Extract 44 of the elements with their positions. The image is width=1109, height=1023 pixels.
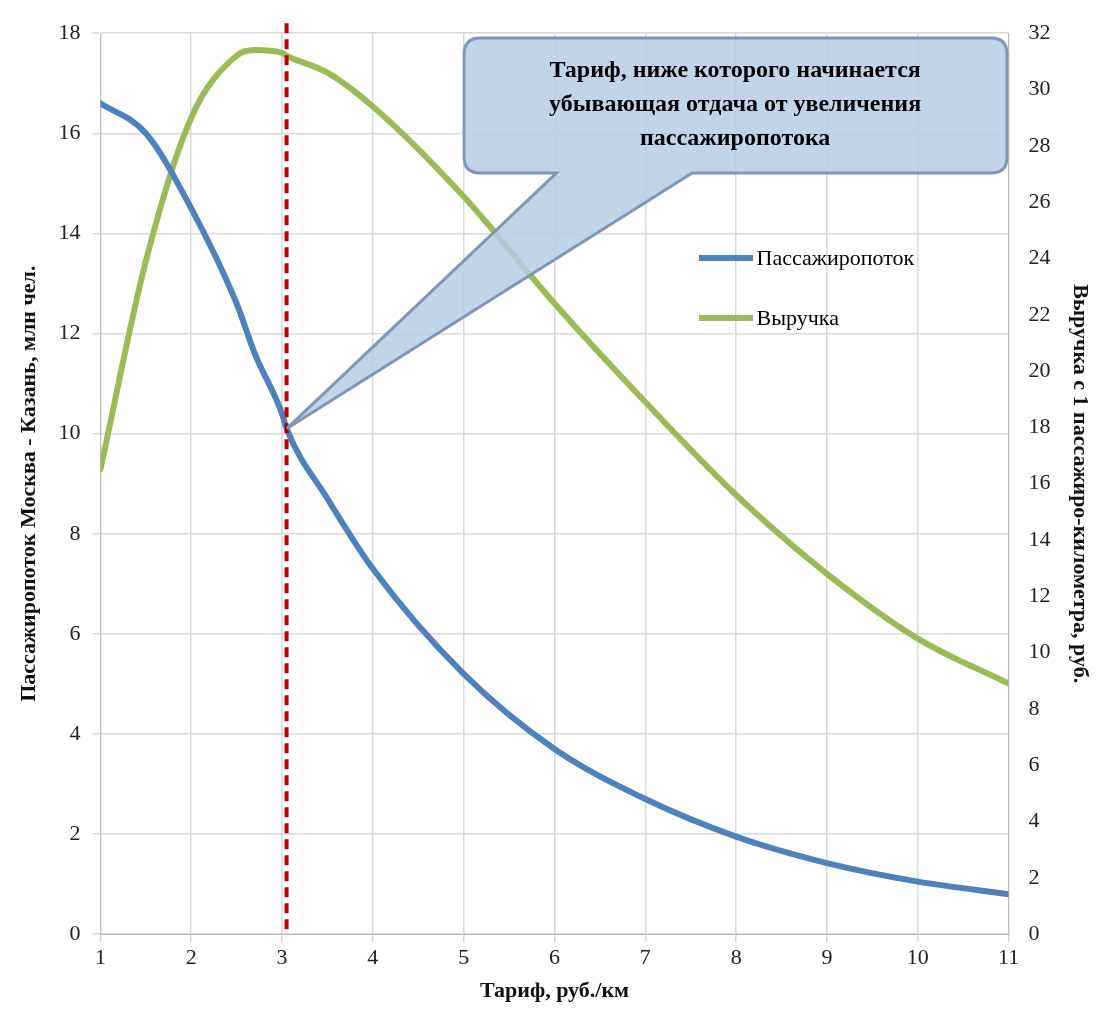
y2-tick-label: 4 (1028, 807, 1040, 833)
x-tick-label: 8 (730, 944, 742, 970)
y2-tick-label: 20 (1028, 356, 1051, 382)
y2-tick-label: 22 (1028, 300, 1051, 326)
y2-tick-label: 12 (1028, 582, 1051, 608)
y-tick-label: 6 (69, 619, 81, 645)
y-tick-label: 8 (69, 519, 81, 545)
y2-tick-label: 8 (1028, 694, 1040, 720)
y2-tick-label: 10 (1028, 638, 1051, 664)
y-tick-label: 14 (58, 219, 81, 245)
y2-tick-label: 14 (1028, 525, 1051, 551)
y-tick-label: 0 (69, 919, 81, 945)
x-tick-label: 5 (458, 944, 470, 970)
y2-tick-label: 24 (1028, 244, 1051, 270)
legend-label: Пассажиропоток (756, 245, 915, 272)
y2-tick-label: 16 (1028, 469, 1051, 495)
x-axis-title: Тариф, руб./км (479, 977, 630, 1003)
y-tick-label: 4 (69, 719, 81, 745)
y-tick-label: 2 (69, 819, 81, 845)
y-axis-title: Пассажиропоток Москва - Казань, млн чел. (14, 265, 40, 702)
y2-tick-label: 26 (1028, 187, 1051, 213)
y2-tick-label: 30 (1028, 75, 1051, 101)
x-tick-label: 3 (276, 944, 288, 970)
x-tick-label: 9 (821, 944, 833, 970)
y-tick-label: 12 (58, 319, 81, 345)
y2-tick-label: 32 (1028, 18, 1051, 44)
y2-tick-label: 18 (1028, 413, 1051, 439)
annotation: Тариф, ниже которого начинается убывающая отдача от увеличения пассажиропотока (549, 56, 922, 151)
x-tick-label: 11 (998, 944, 1020, 970)
x-tick-label: 2 (185, 944, 197, 970)
y2-tick-label: 6 (1028, 751, 1040, 777)
legend-label: Выручка (756, 305, 839, 332)
y-tick-label: 10 (58, 419, 81, 445)
x-tick-label: 10 (906, 944, 929, 970)
y-tick-label: 16 (58, 119, 81, 145)
y2-axis-title: Выручка с 1 пассажиро-километра, руб. (1069, 284, 1095, 684)
y-tick-label: 18 (58, 18, 81, 44)
y2-tick-label: 28 (1028, 131, 1051, 157)
x-tick-label: 1 (94, 944, 106, 970)
x-tick-label: 7 (639, 944, 651, 970)
x-tick-label: 6 (549, 944, 560, 970)
y2-tick-label: 0 (1028, 919, 1040, 945)
y2-tick-label: 2 (1028, 863, 1040, 889)
x-tick-label: 4 (367, 944, 379, 970)
